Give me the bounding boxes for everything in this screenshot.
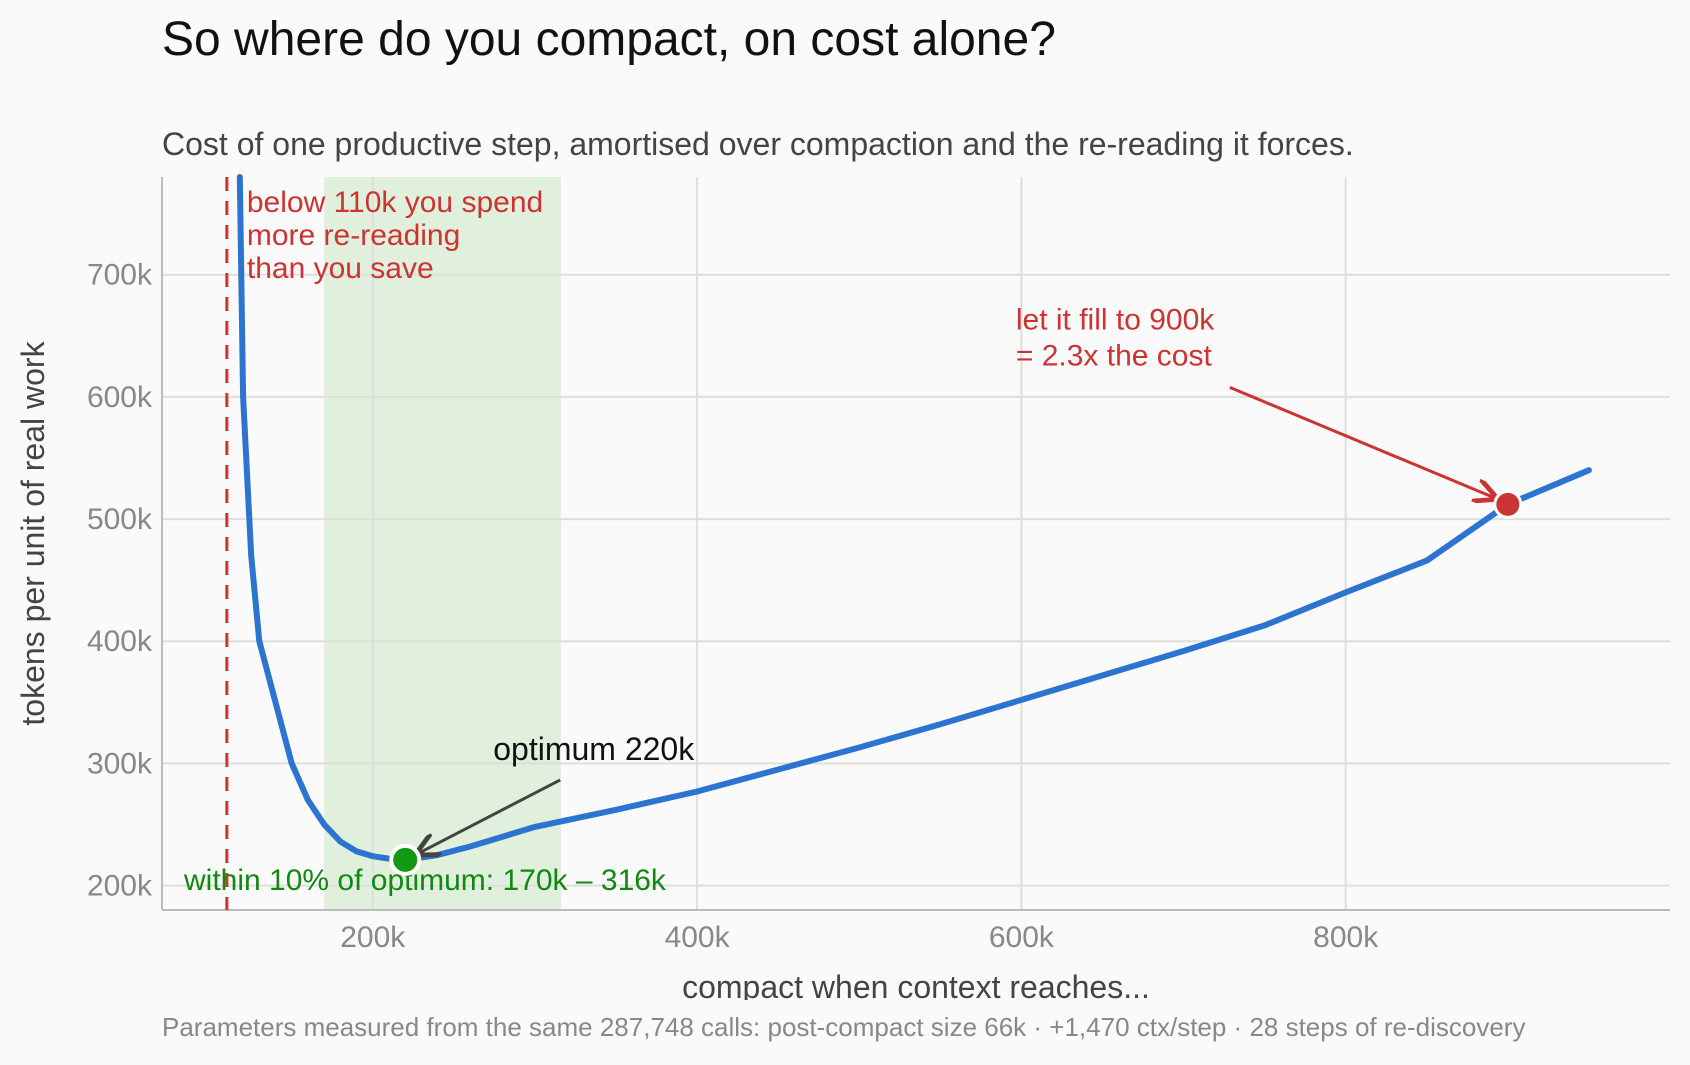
cost-chart: below 110k you spend more re-reading than …: [15, 174, 1670, 1000]
band-annotation: within 10% of optimum: 170k – 316k: [183, 864, 667, 897]
chart-title: So where do you compact, on cost alone?: [162, 13, 1056, 66]
y-tick-label: 400k: [87, 625, 153, 658]
y-tick-label: 600k: [87, 381, 153, 414]
fill-point: [1493, 489, 1523, 519]
x-axis-label: compact when context reaches...: [682, 969, 1150, 1000]
x-tick-label: 600k: [989, 921, 1055, 954]
threshold-annotation: below 110k you spend more re-reading than …: [247, 186, 543, 285]
optimum-point: [389, 843, 422, 876]
y-tick-label: 500k: [87, 503, 153, 536]
x-tick-label: 200k: [340, 921, 406, 954]
optimum-band: [324, 177, 561, 910]
y-tick-label: 200k: [87, 870, 153, 903]
y-tick-label: 700k: [87, 259, 153, 292]
y-axis-label: tokens per unit of real work: [15, 340, 51, 725]
optimum-arrow: [417, 778, 561, 854]
chart-subtitle: Cost of one productive step, amortised o…: [162, 126, 1354, 162]
cost-curve: [236, 174, 1592, 863]
fill-point-arrow: [1229, 386, 1496, 498]
x-tick-label: 800k: [1313, 921, 1379, 954]
optimum-annotation: optimum 220k: [493, 731, 695, 767]
y-tick-label: 300k: [87, 747, 153, 780]
x-tick-label: 400k: [665, 921, 731, 954]
fill-point-annotation: let it fill to 900k = 2.3x the cost: [1016, 303, 1215, 372]
footnote: Parameters measured from the same 287,74…: [162, 1012, 1526, 1042]
